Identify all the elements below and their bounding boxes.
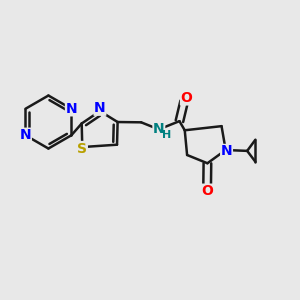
Text: N: N [66,102,77,116]
Text: N: N [221,145,232,158]
Text: S: S [77,142,87,155]
Text: H: H [163,130,172,140]
Text: N: N [94,101,106,115]
Text: O: O [181,91,192,105]
Text: N: N [20,128,31,142]
Text: N: N [153,122,165,136]
Text: O: O [201,184,213,198]
